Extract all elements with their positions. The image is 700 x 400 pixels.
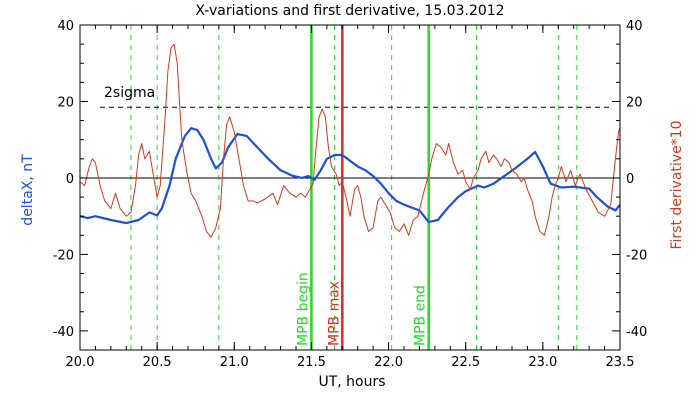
chart-title: X-variations and first derivative, 15.03… xyxy=(195,3,504,19)
y-tick-label-right: -40 xyxy=(626,325,647,340)
plot-frame xyxy=(79,24,621,351)
y-tick-label-right: 20 xyxy=(626,95,643,110)
y-tick-label-left: -20 xyxy=(53,248,74,263)
threshold-label: 2sigma xyxy=(104,85,155,101)
y-tick-label-left: 20 xyxy=(57,95,74,110)
deltax-series-line xyxy=(79,127,621,225)
x-tick-label: 20.5 xyxy=(143,355,172,370)
y-tick-label-right: 40 xyxy=(626,19,643,34)
x-tick-label: 23.5 xyxy=(606,355,635,370)
plot-area: MPB begin MPB max MPB end 20.0 20.5 21.0 21.5 2… xyxy=(53,19,647,370)
y-tick-label-right: 0 xyxy=(626,172,634,187)
y-axis-label-left: deltaX, nT xyxy=(20,154,36,226)
x-tick-label: 22.5 xyxy=(451,355,480,370)
mpb-marker-label: MPB max xyxy=(326,281,342,346)
x-tick-label: 22.0 xyxy=(374,355,403,370)
y-tick-label-left: 0 xyxy=(66,172,74,187)
mpb-marker-label: MPB end xyxy=(413,285,429,346)
x-tick-label: 21.0 xyxy=(220,355,249,370)
x-tick-label: 20.0 xyxy=(66,355,95,370)
x-tick-label: 23.0 xyxy=(528,355,557,370)
x-axis-label: UT, hours xyxy=(318,374,385,390)
mpb-marker-label: MPB begin xyxy=(295,272,311,346)
derivative-series-line xyxy=(79,43,621,238)
y-tick-label-left: -40 xyxy=(53,325,74,340)
y-tick-label-left: 40 xyxy=(57,19,74,34)
y-axis-label-right: First derivative*10 xyxy=(669,120,685,249)
y-tick-label-right: -20 xyxy=(626,248,647,263)
x-tick-label: 21.5 xyxy=(297,355,326,370)
